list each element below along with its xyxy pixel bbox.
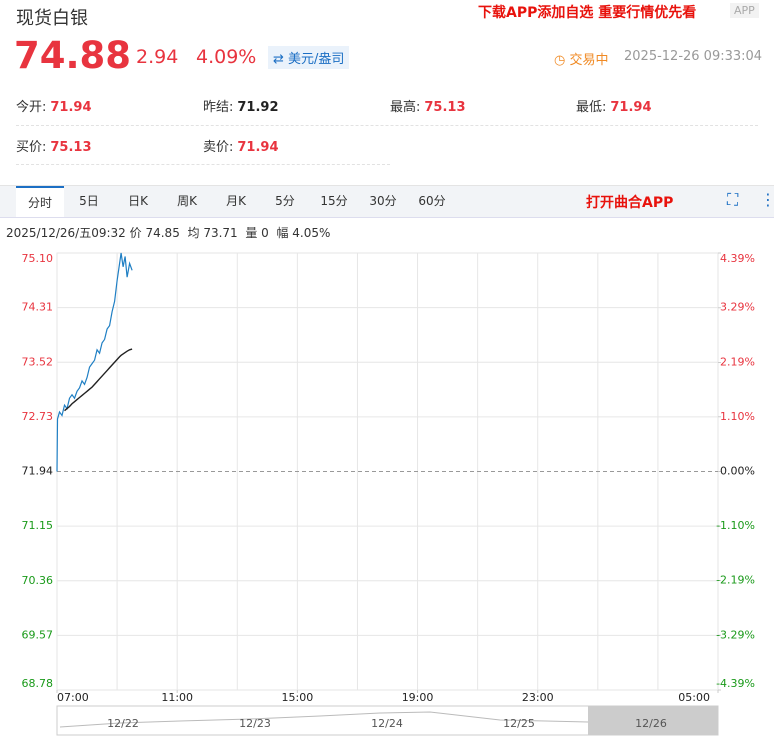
stat: 买价: 75.13 [16, 136, 92, 155]
unit: 美元/盎司 [288, 52, 345, 67]
y-tick-label: 73.52 [22, 355, 54, 368]
stat-value: 71.94 [237, 140, 279, 155]
stat-label: 卖价: [203, 140, 234, 155]
stat: 最低: 71.94 [576, 96, 652, 115]
y2-tick-label: 1.10% [720, 410, 755, 423]
stat-label: 最低: [576, 100, 607, 115]
stat: 最高: 75.13 [390, 96, 466, 115]
series-line [64, 348, 133, 412]
stat-label: 买价: [16, 140, 47, 155]
stat-value: 71.92 [237, 100, 279, 115]
x-tick-label: 05:00 [678, 691, 710, 704]
stat-value: 71.94 [610, 100, 652, 115]
navigator-date: 12/25 [503, 717, 535, 730]
navigator-date: 12/22 [107, 717, 139, 730]
promo-link[interactable]: 下载APP添加自选 重要行情优先看 [478, 5, 697, 21]
tab[interactable]: 60分 [418, 194, 446, 208]
stat-value: 71.94 [50, 100, 92, 115]
tab-bar [0, 185, 774, 218]
navigator-sparkline [59, 711, 589, 728]
y2-tick-label: 4.39% [720, 252, 755, 265]
x-tick-label: 15:00 [282, 691, 314, 704]
title: 现货白银 [16, 8, 88, 29]
change: 2.94 [136, 46, 179, 68]
info-value: 0 [261, 226, 269, 240]
tab[interactable]: 周K [177, 194, 197, 208]
y2-tick-label: -3.29% [716, 628, 755, 641]
info-label: 幅 [276, 226, 289, 240]
info-label: 价 [129, 226, 142, 240]
y2-tick-label: -4.39% [716, 677, 755, 690]
series-line [56, 252, 133, 472]
stat-label: 最高: [390, 100, 421, 115]
status-text: 交易中 [569, 53, 609, 68]
tab[interactable]: 月K [226, 194, 246, 208]
tab[interactable]: 5日 [79, 194, 99, 208]
y-tick-label: 72.73 [22, 410, 54, 423]
y2-tick-label: 3.29% [720, 301, 755, 314]
price: 74.88 [14, 34, 132, 77]
y-tick-label: 70.36 [22, 574, 54, 587]
info-value: 74.85 [145, 226, 180, 240]
quote-time: 2025-12-26 09:33:04 [624, 49, 763, 64]
navigator-date: 12/24 [371, 717, 403, 730]
status: ◷ 交易中 [554, 53, 609, 68]
y-tick-label: 71.94 [22, 465, 54, 478]
stat-value: 75.13 [50, 140, 92, 155]
stat-label: 今开: [16, 100, 47, 115]
info-time: 2025/12/26/五09:32 [6, 226, 126, 240]
stat-value: 75.13 [424, 100, 466, 115]
y2-tick-label: -1.10% [716, 519, 755, 532]
y-tick-label: 68.78 [22, 677, 54, 690]
navigator-date: 12/26 [635, 717, 667, 730]
x-tick-label: 11:00 [161, 691, 193, 704]
y-tick-label: 71.15 [22, 519, 54, 532]
info-label: 均 [187, 226, 200, 240]
stat: 昨结: 71.92 [203, 96, 279, 115]
chart: 75.10 74.31 73.52 72.73 71.94 71.15 70.36 69.57… [22, 252, 755, 736]
stat: 卖价: 71.94 [203, 136, 279, 155]
fullscreen-icon[interactable]: ⛶ [727, 190, 739, 209]
y-tick-label: 75.10 [22, 252, 54, 265]
info-label: 量 [245, 226, 258, 240]
separator [16, 164, 390, 165]
y-tick-label: 74.31 [22, 301, 54, 314]
y2-tick-label: 2.19% [720, 355, 755, 368]
x-tick-label: 07:00 [57, 691, 89, 704]
x-tick-label: 23:00 [522, 691, 554, 704]
tab[interactable]: 15分 [320, 194, 348, 208]
menu-icon[interactable]: ⋮ [760, 190, 774, 209]
tab[interactable]: 日K [128, 194, 148, 208]
y2-tick-label: -2.19% [716, 574, 755, 587]
tab[interactable]: 分时 [16, 186, 64, 217]
navigator-date: 12/23 [239, 717, 271, 730]
stat: 今开: 71.94 [16, 96, 92, 115]
app-badge[interactable]: APP [730, 3, 759, 18]
x-tick-label: 19:00 [402, 691, 434, 704]
info-value: 4.05% [292, 226, 331, 240]
info-line: 2025/12/26/五09:32 价 74.85 均 73.71 量 0 幅 … [6, 224, 330, 241]
tab[interactable]: 30分 [369, 194, 397, 208]
y-tick-label: 69.57 [22, 628, 54, 641]
tab[interactable]: 5分 [275, 194, 295, 208]
info-value: 73.71 [203, 226, 238, 240]
stat-label: 昨结: [203, 100, 234, 115]
navigator-window[interactable] [588, 706, 718, 735]
open-app[interactable]: 打开曲合APP [586, 195, 674, 211]
change-pct: 4.09% [196, 46, 257, 68]
y2-tick-label: 0.00% [720, 465, 755, 478]
unit-badge[interactable]: ⇄ 美元/盎司 [268, 46, 350, 69]
separator [16, 125, 758, 126]
